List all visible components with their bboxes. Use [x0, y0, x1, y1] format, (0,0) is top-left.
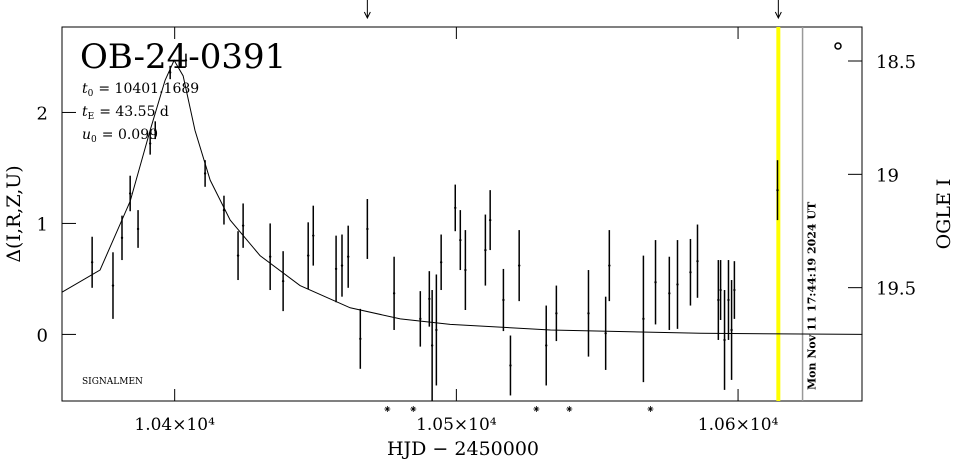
data-point [334, 267, 338, 271]
data-point [346, 255, 350, 258]
data-point [776, 188, 779, 192]
symbol [834, 42, 842, 50]
data-point [689, 271, 692, 274]
data-point [306, 254, 310, 257]
data-point [222, 208, 226, 212]
parameter: t0 = 10401.1689 [82, 81, 199, 99]
note: SIGNALMEN [82, 377, 143, 387]
data-point [502, 298, 505, 302]
data-point [168, 71, 172, 74]
data-point [184, 59, 188, 62]
data-point [154, 129, 157, 132]
x-axis-label: HJD − 2450000 [387, 438, 539, 459]
data-point [312, 234, 315, 237]
data-point [340, 264, 344, 267]
y-tick-label: 1 [37, 214, 48, 235]
data-point [733, 288, 736, 292]
parameter-subscript: 0 [91, 135, 97, 145]
data-point [604, 332, 607, 335]
parameter-value: = 43.55 d [99, 104, 169, 120]
data-point [723, 338, 726, 342]
parameter-symbol: t [82, 81, 88, 97]
data-point [268, 255, 272, 258]
data-point [281, 279, 285, 283]
data-point [241, 224, 245, 227]
x-tick-label: 1.05×10⁴ [416, 415, 497, 435]
data-point [509, 364, 512, 367]
data-point [136, 227, 140, 231]
data-point [90, 261, 94, 264]
data-point [203, 172, 207, 175]
data-point [428, 297, 431, 301]
data-point [111, 284, 115, 287]
parameter: tE = 43.55 d [82, 104, 169, 122]
parameter: u0 = 0.099 [82, 127, 158, 145]
y2-axis-label: OGLE I [933, 179, 955, 250]
data-point [654, 281, 657, 284]
data-point [454, 206, 457, 210]
data-point [668, 292, 671, 295]
data-point [545, 344, 548, 347]
data-point [439, 261, 443, 264]
data-point [366, 227, 369, 231]
data-point [517, 264, 521, 267]
arrow [363, 0, 371, 20]
marker [410, 406, 417, 412]
y2-tick-label: 18.5 [876, 52, 916, 73]
data-point [555, 312, 558, 315]
chart-title: OB-24-0391 [80, 37, 286, 77]
data-point [120, 236, 124, 240]
parameter-value: = 10401.1689 [98, 81, 199, 97]
marker [533, 406, 540, 412]
y-axis-label: Δ(I,R,Z,U) [3, 165, 25, 262]
x-tick-label: 1.06×10⁴ [698, 415, 779, 435]
data-point [128, 192, 132, 195]
parameter-symbol: t [82, 104, 88, 120]
data-point [435, 328, 438, 332]
marker [647, 406, 654, 412]
parameter-symbol: u [82, 127, 91, 143]
data-point [608, 264, 611, 267]
plot-frame [61, 26, 863, 402]
parameter-subscript: 0 [88, 89, 94, 99]
model-curve [61, 59, 863, 335]
data-point [392, 292, 396, 295]
y2-tick-label: 19 [876, 165, 899, 186]
parameter-value: = 0.099 [102, 127, 158, 143]
data-point [459, 238, 462, 242]
data-point [430, 344, 434, 347]
data-point [419, 317, 422, 321]
data-point [676, 283, 679, 286]
data-point [587, 312, 590, 315]
y-tick-label: 0 [37, 325, 48, 346]
data-point [730, 328, 733, 332]
data-point [727, 298, 730, 302]
marker [384, 406, 391, 412]
data-point [719, 288, 722, 292]
data-point [236, 254, 240, 257]
parameter-subscript: E [88, 112, 95, 122]
data-point [696, 259, 699, 263]
data-point [484, 248, 487, 252]
data-point [717, 298, 720, 302]
data-point [148, 142, 152, 145]
data-point [464, 268, 467, 272]
data-point [359, 337, 362, 341]
y-tick-label: 2 [37, 103, 48, 124]
marker [566, 406, 573, 412]
x-tick-label: 1.04×10⁴ [134, 415, 215, 435]
timestamp: Mon Nov 11 17:44:19 2024 UT [806, 201, 819, 390]
data-point [642, 317, 645, 321]
y2-tick-label: 19.5 [876, 279, 916, 300]
data-point [488, 218, 492, 222]
arrow [774, 0, 782, 20]
